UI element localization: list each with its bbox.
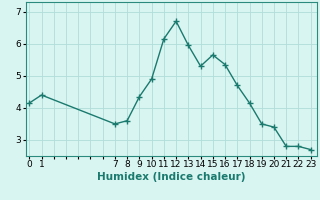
X-axis label: Humidex (Indice chaleur): Humidex (Indice chaleur) <box>97 172 245 182</box>
